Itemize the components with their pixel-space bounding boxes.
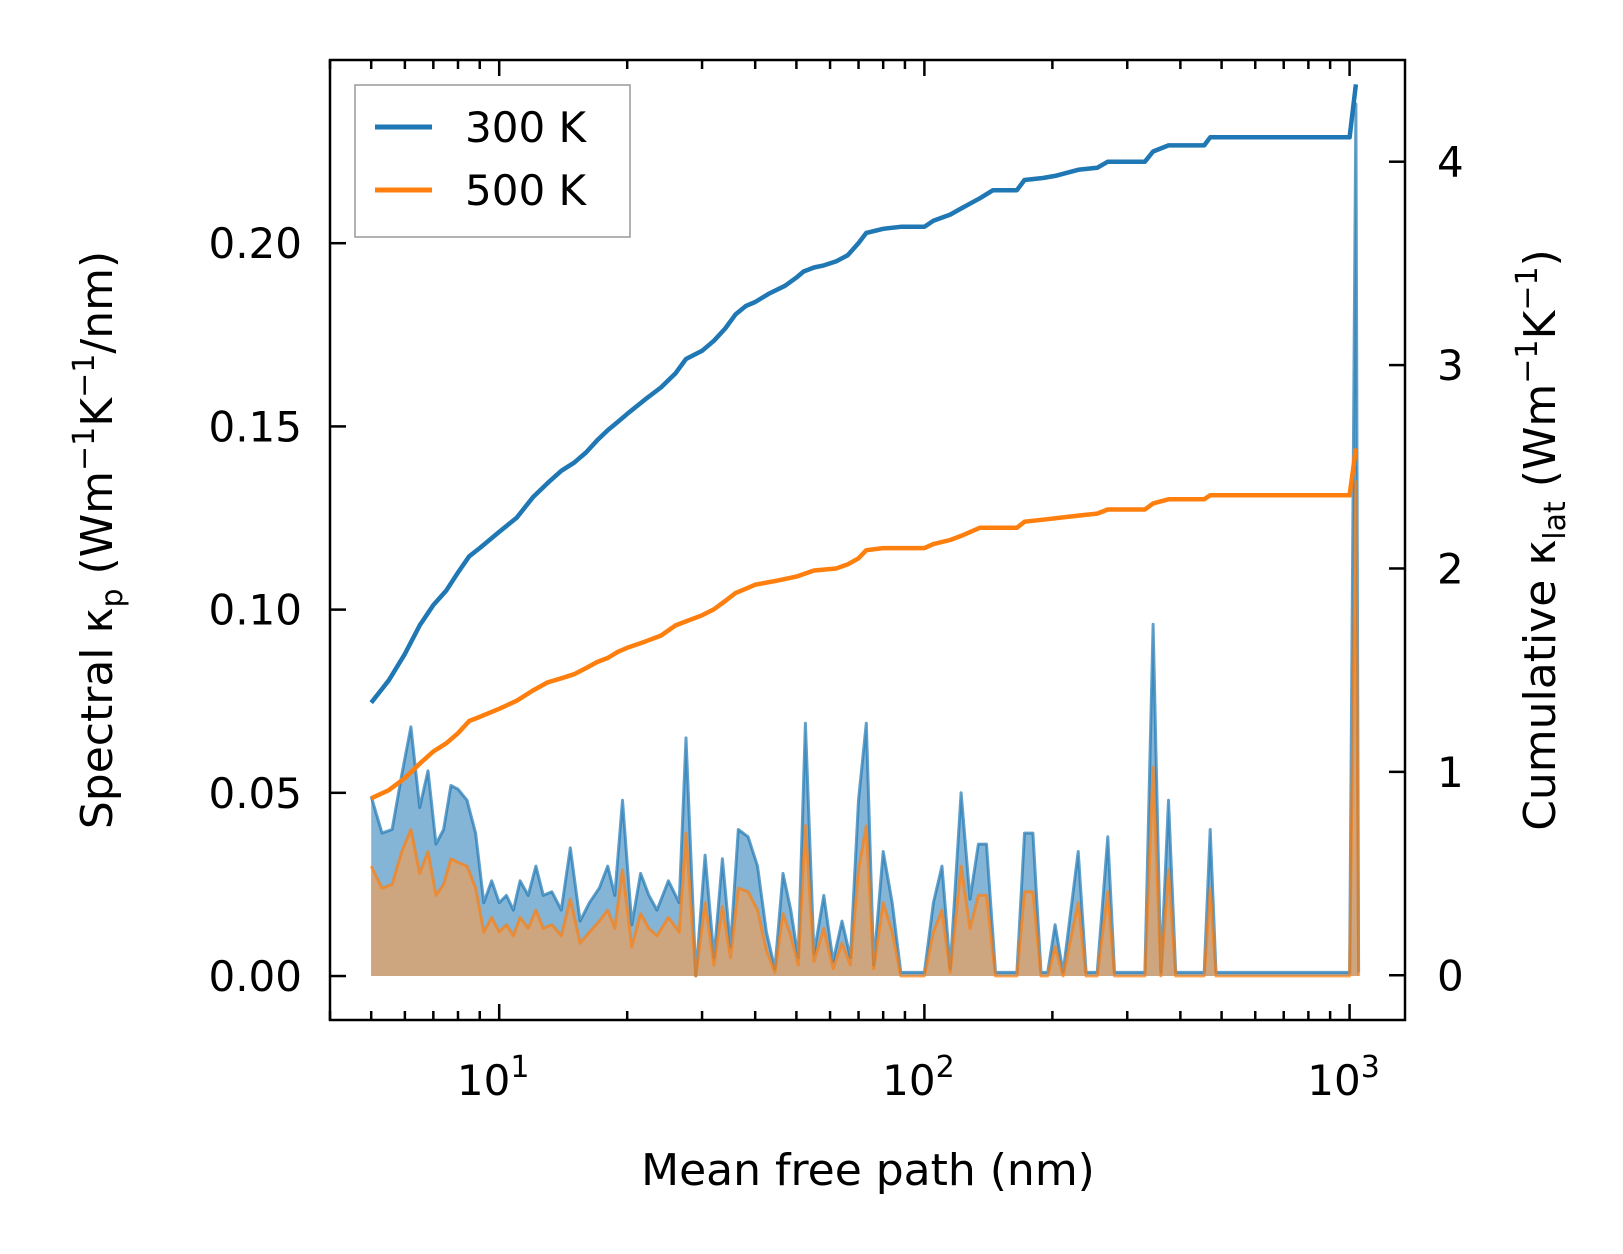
x-tick-label-100: 102 (882, 1050, 955, 1105)
right-tick-label: 2 (1437, 544, 1464, 593)
spectral-line-500k (369, 479, 1361, 978)
cumulative-lines (369, 84, 1359, 801)
legend-label-300k: 300 K (465, 103, 588, 152)
right-axis-ticks (1389, 160, 1405, 977)
right-tick-label: 4 (1437, 138, 1464, 187)
left-tick-labels: 0.00 0.05 0.10 0.15 0.20 (208, 219, 302, 1001)
spectral-fills (371, 104, 1359, 976)
x-tick-labels: 101 102 103 (457, 1050, 1380, 1105)
right-tick-labels: 0 1 2 3 4 (1437, 138, 1464, 1001)
legend-box (354, 84, 631, 238)
right-tick-label: 1 (1437, 748, 1464, 797)
spectral-lines (369, 102, 1361, 978)
plot-frame (328, 58, 1407, 1022)
cumulative-line-500k (370, 448, 1359, 801)
left-axis-ticks (330, 241, 346, 978)
x-tick-label-1000: 103 (1307, 1050, 1380, 1105)
legend-label-500k: 500 K (465, 166, 588, 215)
right-axis-label: Cumulative κlat (Wm−1K−1) (1510, 249, 1573, 831)
left-axis-label: Spectral κp (Wm−1K−1/nm) (67, 251, 130, 829)
left-tick-label: 0.00 (208, 952, 302, 1001)
spectral-fill-500k (371, 481, 1359, 976)
x-axis-ticks (328, 60, 1351, 1020)
right-tick-label: 3 (1437, 341, 1464, 390)
legend: 300 K 500 K (354, 84, 631, 238)
x-tick-label-10: 101 (457, 1050, 530, 1105)
x-axis-label: Mean free path (nm) (641, 1145, 1095, 1196)
left-tick-label: 0.10 (208, 586, 302, 635)
left-tick-label: 0.20 (208, 219, 302, 268)
cumulative-line-300k (369, 84, 1359, 705)
left-tick-label: 0.15 (208, 402, 302, 451)
right-tick-label: 0 (1437, 951, 1464, 1000)
left-tick-label: 0.05 (208, 769, 302, 818)
